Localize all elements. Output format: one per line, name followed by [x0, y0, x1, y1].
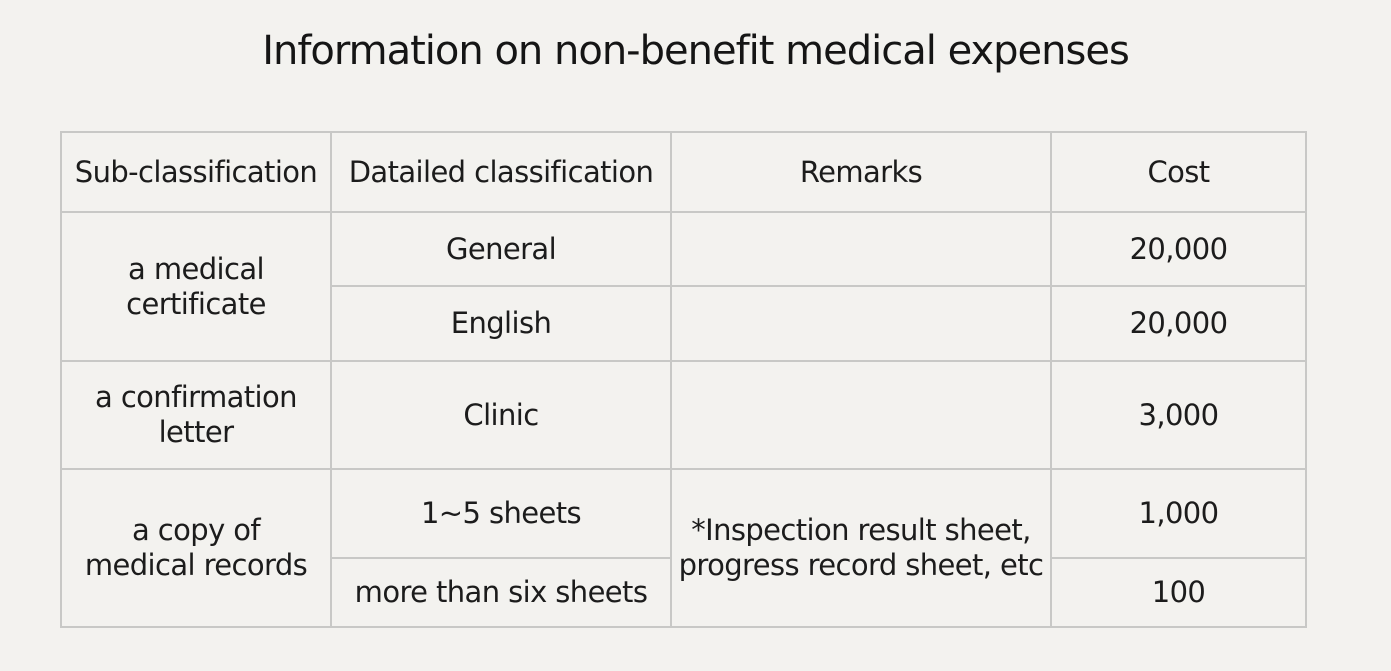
cost-cell: 3,000: [1050, 360, 1307, 470]
header-detailed-classification: Datailed classification: [330, 131, 672, 213]
remarks-cell: [670, 211, 1052, 287]
detailed-classification-cell: more than six sheets: [330, 557, 672, 628]
table-row: a confirmation letter Clinic 3,000: [60, 360, 1307, 470]
cost-cell: 20,000: [1050, 285, 1307, 362]
detailed-classification-cell: English: [330, 285, 672, 362]
remarks-cell: [670, 285, 1052, 362]
sub-classification-line: a copy of: [131, 513, 261, 547]
detailed-classification-cell: Clinic: [330, 360, 672, 470]
remarks-cell: *Inspection result sheet, progress recor…: [670, 468, 1052, 628]
detailed-classification-cell: 1~5 sheets: [330, 468, 672, 559]
cost-cell: 100: [1050, 557, 1307, 628]
table-row: a medical certificate General 20,000: [60, 211, 1307, 362]
sub-classification-line: certificate: [126, 286, 266, 321]
header-remarks: Remarks: [670, 131, 1052, 213]
sub-classification-line: a medical: [128, 251, 265, 286]
sub-classification-line: medical records: [84, 548, 308, 582]
header-cost: Cost: [1050, 131, 1307, 213]
sub-classification-cell: a copy of medical records: [60, 468, 332, 628]
sub-classification-cell: a confirmation letter: [60, 360, 332, 470]
sub-classification-line: letter: [158, 415, 234, 449]
expenses-table: Sub-classification Datailed classificati…: [60, 131, 1307, 628]
header-sub-classification: Sub-classification: [60, 131, 332, 213]
page-title: Information on non-benefit medical expen…: [262, 28, 1130, 74]
table-row: English 20,000: [61, 285, 1307, 362]
remarks-line: progress record sheet, etc: [678, 548, 1044, 582]
remarks-line: *Inspection result sheet,: [691, 513, 1031, 547]
table-header-row: Sub-classification Datailed classificati…: [60, 131, 1307, 213]
remarks-cell: [670, 360, 1052, 470]
detailed-classification-cell: General: [330, 211, 672, 287]
table-row: a copy of medical records 1~5 sheets *In…: [60, 468, 1307, 628]
sub-classification-cell: a medical certificate: [60, 211, 332, 362]
cost-cell: 1,000: [1050, 468, 1307, 559]
sub-classification-line: a confirmation: [95, 380, 298, 414]
cost-cell: 20,000: [1050, 211, 1307, 287]
table-row: more than six sheets 100: [61, 557, 1307, 628]
